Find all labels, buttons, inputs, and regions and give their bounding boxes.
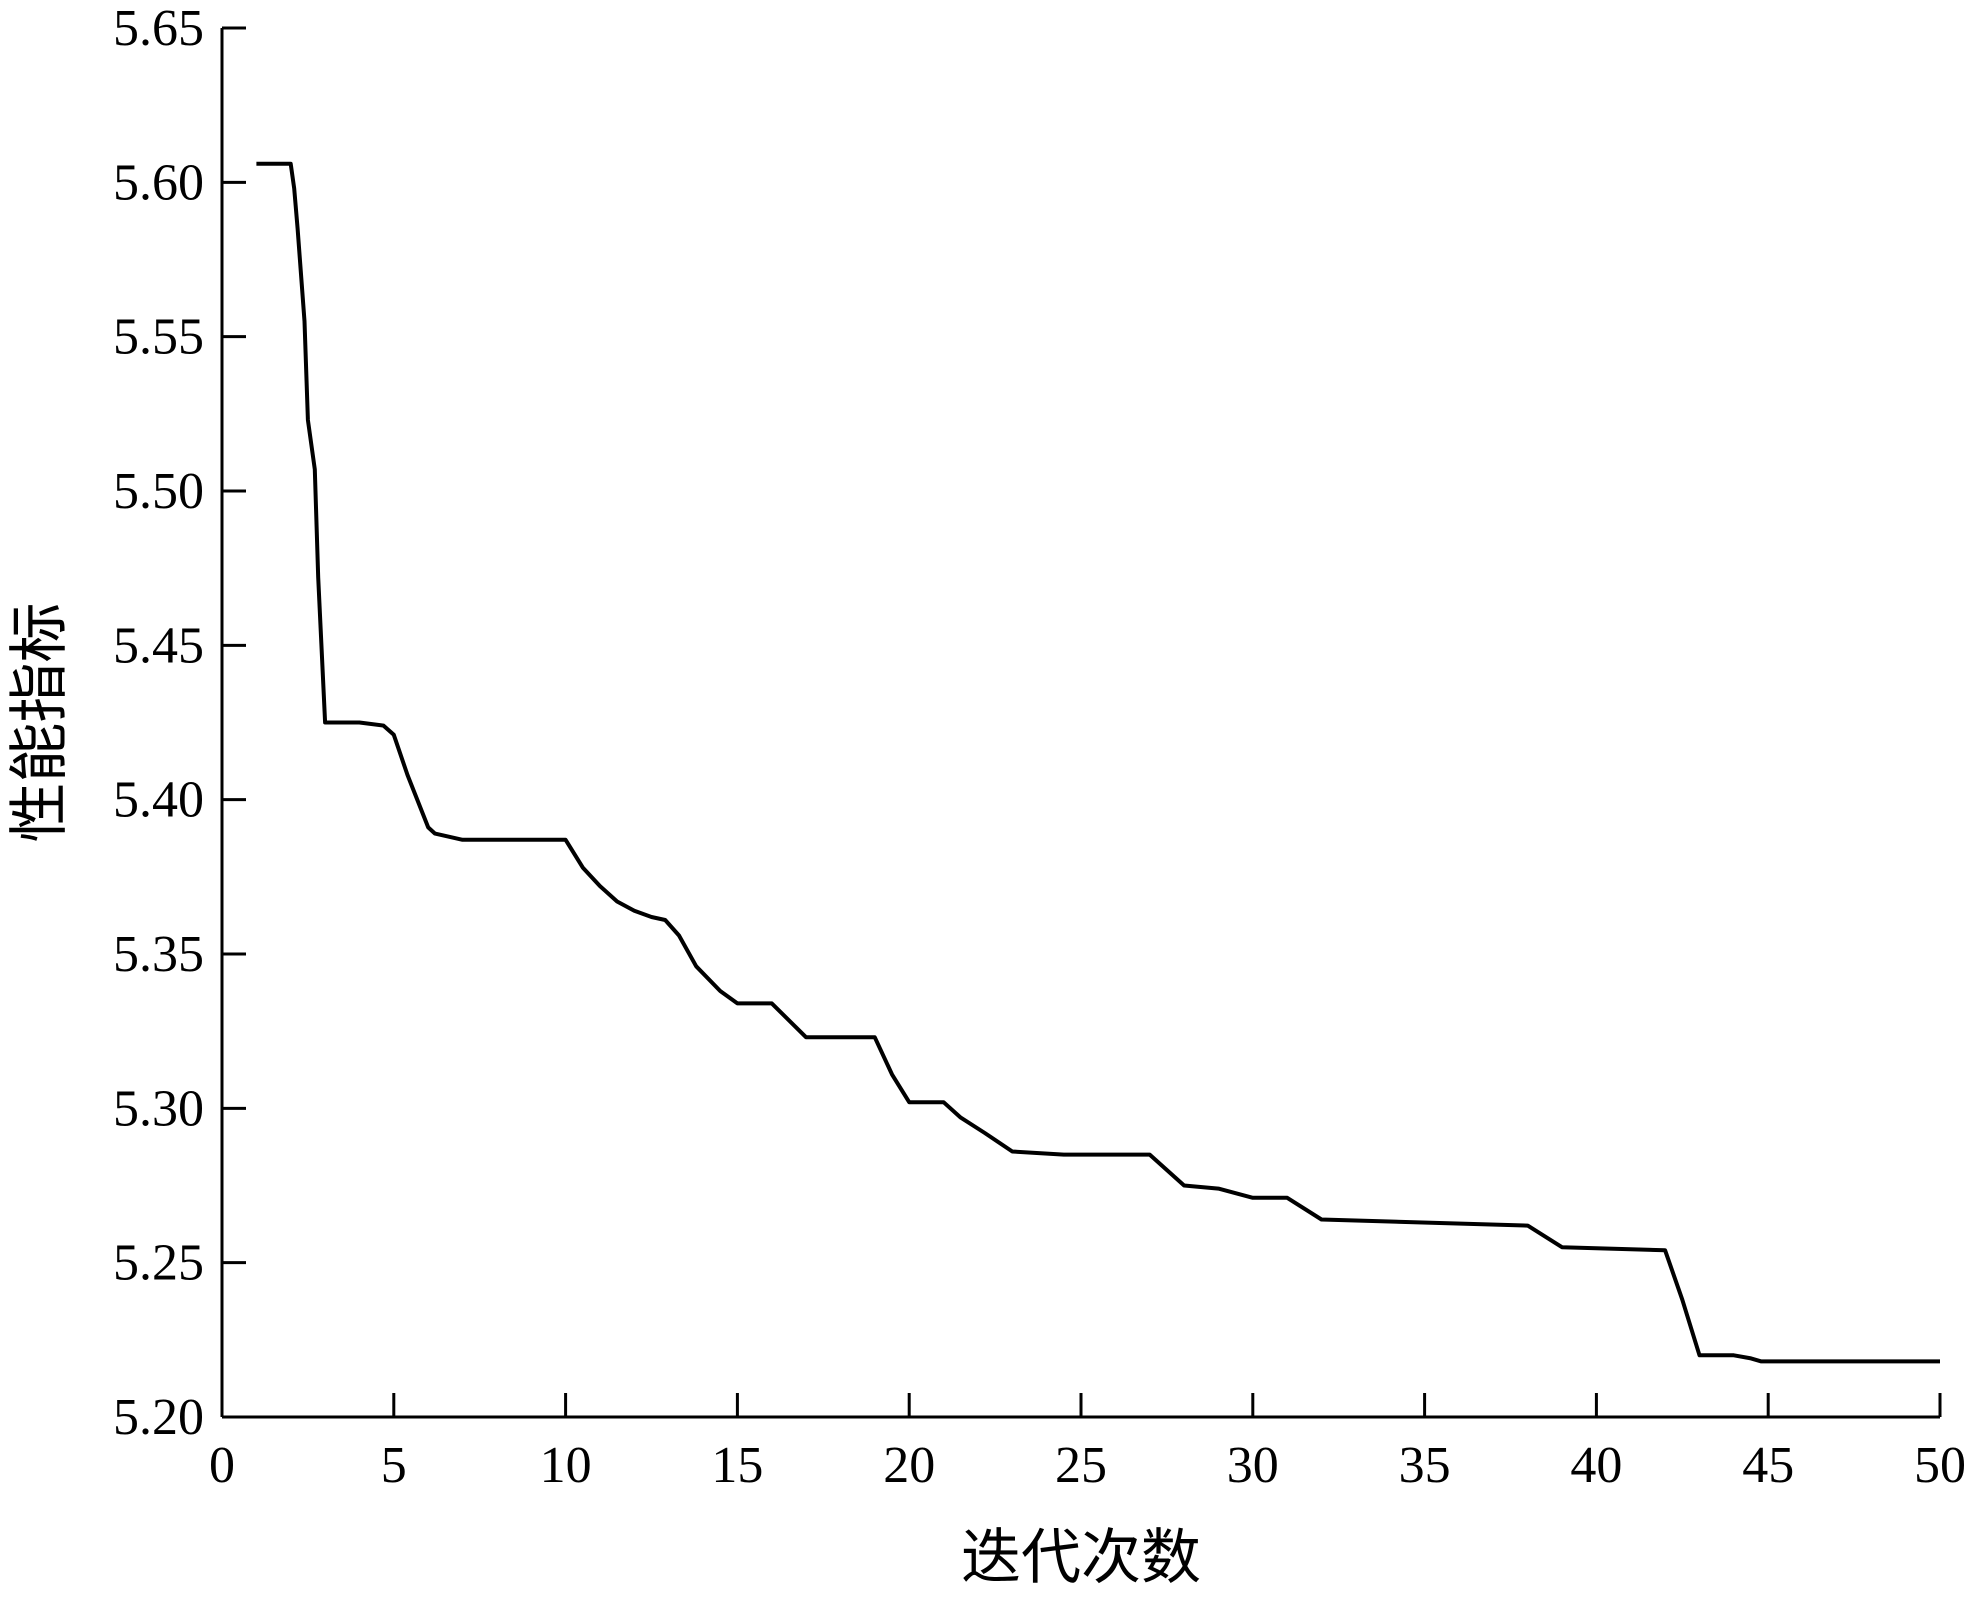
y-tick-label: 5.40	[113, 772, 204, 829]
x-tick-label: 50	[1914, 1437, 1966, 1494]
x-tick-label: 40	[1570, 1437, 1622, 1494]
series-group	[256, 161, 1940, 1364]
y-tick-label: 5.35	[113, 926, 204, 983]
y-tick-label: 5.20	[113, 1389, 204, 1446]
y-tick-label: 5.25	[113, 1235, 204, 1292]
y-axis-title: 性能指标	[7, 603, 73, 843]
y-tick-label: 5.55	[113, 309, 204, 366]
x-axis-ticks: 0 5 10 15 20 25 30 35 40 45 50	[209, 1393, 1966, 1494]
y-axis-ticks: 5.20 5.25 5.30 5.35 5.40 5.45 5.50 5.55 5.60 5.65	[113, 0, 246, 1446]
x-tick-label: 15	[711, 1437, 763, 1494]
x-tick-label: 30	[1227, 1437, 1279, 1494]
x-axis-title: 迭代次数	[961, 1525, 1201, 1591]
series-line	[256, 161, 1940, 1364]
x-tick-label: 5	[381, 1437, 407, 1494]
x-tick-label: 10	[540, 1437, 592, 1494]
y-tick-label: 5.45	[113, 617, 204, 674]
x-tick-label: 0	[209, 1437, 235, 1494]
x-tick-label: 20	[883, 1437, 935, 1494]
x-tick-label: 25	[1055, 1437, 1107, 1494]
y-tick-label: 5.65	[113, 0, 204, 57]
x-tick-label: 35	[1399, 1437, 1451, 1494]
y-tick-label: 5.50	[113, 463, 204, 520]
x-tick-label: 45	[1742, 1437, 1794, 1494]
y-tick-label: 5.30	[113, 1080, 204, 1137]
y-tick-label: 5.60	[113, 154, 204, 211]
